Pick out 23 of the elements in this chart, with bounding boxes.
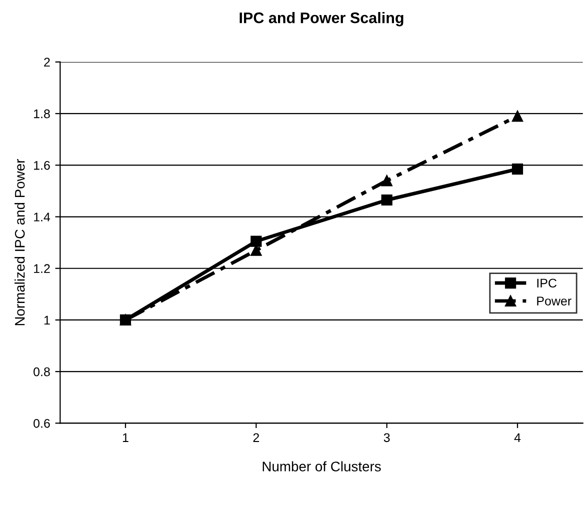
y-tick-label: 1.8 [34, 109, 50, 118]
point [250, 236, 262, 247]
x-tick-label: 4 [514, 433, 521, 442]
y-tick-label: 1 [44, 316, 50, 324]
x-tick-label: 2 [253, 433, 260, 442]
y-tick-label: 1.2 [34, 264, 50, 273]
legend-label: IPC [537, 278, 557, 288]
y-tick-label: 0.8 [34, 367, 50, 376]
point [512, 163, 524, 175]
y-tick-label: 2 [44, 58, 50, 67]
y-axis-title: Normalized IPC and Power [14, 159, 25, 326]
legend-label: Power [537, 296, 572, 306]
y-tick-label: 1.6 [34, 160, 50, 170]
point [381, 175, 392, 186]
point [120, 314, 132, 326]
point [512, 110, 524, 122]
chart-title: IPC and Power Scaling [240, 12, 404, 26]
point [381, 194, 392, 206]
x-axis-title: Number of Clusters [262, 461, 381, 472]
y-tick-label: 0.6 [34, 418, 50, 428]
x-tick-label: 1 [122, 433, 128, 442]
x-tick-label: 3 [384, 433, 390, 442]
y-tick-label: 1.4 [34, 212, 50, 222]
